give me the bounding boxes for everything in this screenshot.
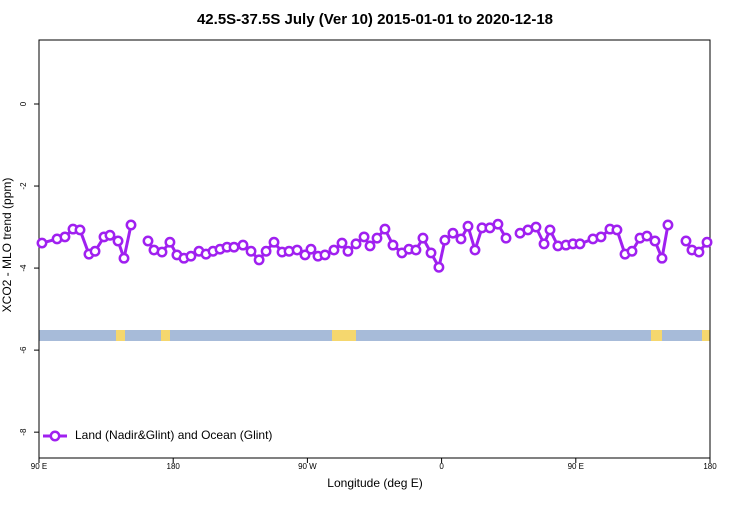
data-point	[237, 239, 249, 251]
data-point	[462, 220, 474, 232]
data-point	[656, 252, 668, 264]
data-point	[104, 229, 116, 241]
land-patch	[161, 330, 170, 341]
data-point	[371, 232, 383, 244]
data-point	[342, 245, 354, 257]
land-patch	[651, 330, 662, 341]
data-point	[328, 244, 340, 256]
data-point	[358, 231, 370, 243]
x-axis-label: Longitude (deg E)	[327, 476, 422, 490]
legend-label: Land (Nadir&Glint) and Ocean (Glint)	[75, 428, 272, 442]
data-point	[538, 238, 550, 250]
x-tick-label: 90 E	[31, 462, 47, 471]
data-point	[492, 218, 504, 230]
data-point	[425, 247, 437, 259]
data-point	[156, 246, 168, 258]
data-point	[662, 219, 674, 231]
data-point	[649, 235, 661, 247]
y-tick-label: -8	[19, 428, 28, 436]
data-point	[544, 224, 556, 236]
data-point	[36, 237, 48, 249]
data-point	[455, 233, 467, 245]
data-point	[530, 221, 542, 233]
data-point	[118, 252, 130, 264]
land-mask	[39, 330, 710, 341]
data-point	[164, 236, 176, 248]
data-point	[336, 237, 348, 249]
data-point	[253, 254, 265, 266]
chart-title: 42.5S-37.5S July (Ver 10) 2015-01-01 to …	[197, 11, 553, 28]
data-point	[611, 224, 623, 236]
data-point	[417, 232, 429, 244]
data-point	[142, 235, 154, 247]
data-point	[185, 250, 197, 262]
plot-frame	[38, 39, 711, 459]
data-point	[469, 244, 481, 256]
land-patch	[332, 330, 356, 341]
data-point	[260, 245, 272, 257]
data-point	[626, 245, 638, 257]
data-point	[410, 244, 422, 256]
data-point	[319, 249, 331, 261]
data-point	[433, 261, 445, 273]
data-point	[268, 236, 280, 248]
ocean-band	[39, 330, 710, 341]
data-point	[447, 227, 459, 239]
x-tick-label: 90 W	[298, 462, 317, 471]
data-point	[364, 240, 376, 252]
y-tick-label: 0	[19, 101, 28, 106]
x-tick-label: 180	[703, 462, 717, 471]
data-point	[379, 223, 391, 235]
data-point	[74, 224, 86, 236]
data-point	[595, 231, 607, 243]
data-point	[59, 231, 71, 243]
data-point	[305, 243, 317, 255]
data-point	[693, 246, 705, 258]
data-point	[112, 235, 124, 247]
land-patch	[702, 330, 710, 341]
x-tick-label: 180	[167, 462, 181, 471]
data-point	[641, 230, 653, 242]
y-axis-label: XCO2 - MLO trend (ppm)	[0, 178, 14, 313]
data-point	[245, 245, 257, 257]
y-tick-label: -6	[19, 346, 28, 354]
data-point	[291, 244, 303, 256]
data-point	[89, 245, 101, 257]
y-tick-label: -4	[19, 264, 28, 272]
data-point	[228, 241, 240, 253]
land-patch	[116, 330, 125, 341]
data-point	[500, 232, 512, 244]
data-point	[439, 234, 451, 246]
data-point	[350, 238, 362, 250]
x-tick-label: 90 E	[568, 462, 584, 471]
data-point	[701, 236, 713, 248]
data-point	[680, 235, 692, 247]
x-tick-label: 0	[439, 462, 444, 471]
y-tick-label: -2	[19, 182, 28, 190]
data-point	[387, 239, 399, 251]
data-point	[125, 219, 137, 231]
data-point	[574, 238, 586, 250]
legend-marker	[49, 430, 61, 442]
